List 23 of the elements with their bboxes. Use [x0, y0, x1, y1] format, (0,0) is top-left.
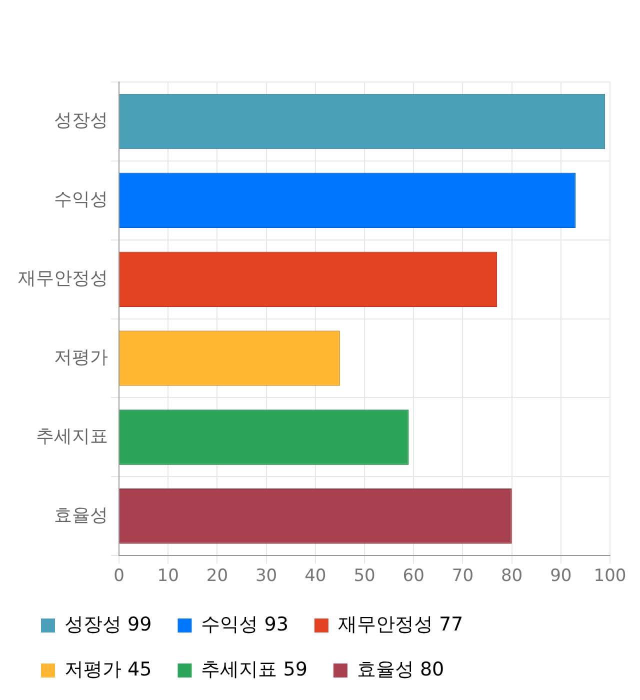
legend-label: 수익성 93 [201, 613, 288, 636]
legend-label: 재무안정성 77 [338, 613, 464, 636]
y-tick-label: 효율성 [54, 504, 108, 526]
x-tick-label: 90 [550, 566, 572, 586]
x-tick-label: 10 [157, 566, 179, 586]
x-tick-label: 0 [114, 566, 124, 586]
y-tick-label: 저평가 [54, 346, 108, 368]
x-tick-label: 70 [452, 566, 474, 586]
legend-label: 성장성 99 [64, 613, 152, 636]
y-tick-label: 성장성 [54, 110, 108, 132]
legend-label: 효율성 80 [356, 658, 444, 680]
x-tick-label: 100 [594, 566, 626, 586]
legend-label: 추세지표 59 [201, 658, 308, 680]
x-tick-label: 50 [354, 566, 376, 586]
x-tick-label: 40 [304, 566, 326, 586]
x-tick-label: 80 [500, 566, 523, 586]
x-tick-label: 60 [402, 566, 424, 586]
x-tick-label: 30 [255, 566, 278, 586]
y-tick-label: 추세지표 [36, 426, 108, 447]
y-tick-label: 수익성 [54, 189, 108, 210]
y-tick-label: 재무안정성 [18, 268, 108, 290]
x-tick-label: 20 [206, 566, 228, 586]
legend-label: 저평가 45 [64, 658, 152, 680]
